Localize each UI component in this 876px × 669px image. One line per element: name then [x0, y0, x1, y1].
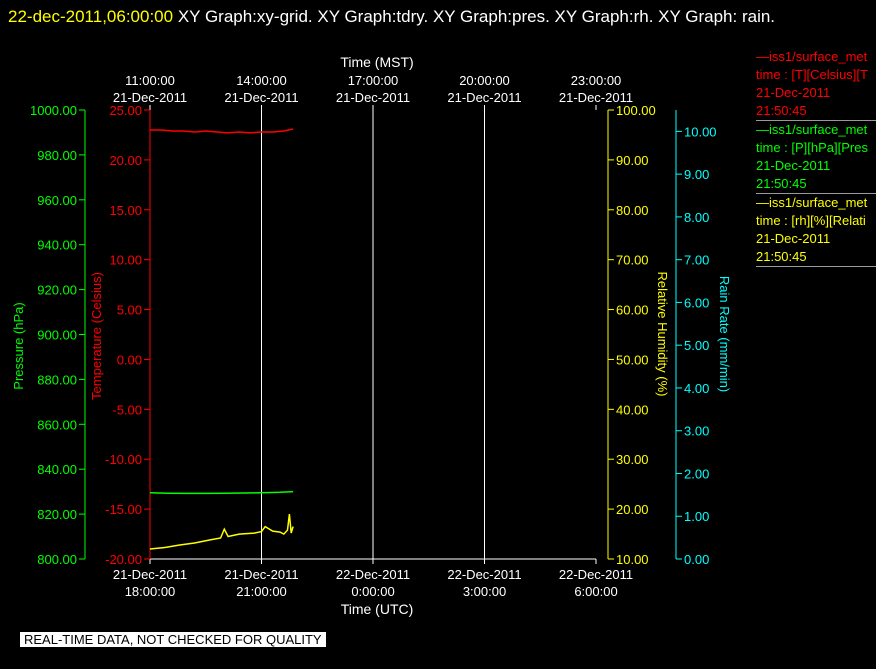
bottom-tick-date: 22-Dec-2011 — [447, 567, 521, 582]
rain-tick-label: 5.00 — [684, 338, 709, 353]
rain-tick-label: 10.00 — [684, 124, 717, 139]
pressure-tick-label: 1000.00 — [30, 103, 77, 118]
rain-tick-label: 3.00 — [684, 424, 709, 439]
legend-series-date: 21-Dec-2011 — [756, 85, 831, 100]
temperature-tick-label: -15.00 — [105, 502, 142, 517]
temperature-tick-label: -20.00 — [105, 552, 142, 567]
rain-axis-label: Rain Rate (mm/min) — [717, 276, 732, 392]
humidity-tick-label: 100.00 — [616, 103, 656, 118]
rain-tick-label: 0.00 — [684, 552, 709, 567]
bottom-tick-date: 21-Dec-2011 — [224, 567, 298, 582]
bottom-tick-time: 0:00:00 — [351, 584, 394, 599]
humidity-tick-label: 80.00 — [616, 203, 649, 218]
temperature-tick-label: 10.00 — [109, 253, 142, 268]
temperature-tick-label: -5.00 — [112, 402, 142, 417]
top-tick-time: 17:00:00 — [348, 73, 399, 88]
legend-series-time: 21:50:45 — [756, 103, 807, 118]
pressure-tick-label: 860.00 — [37, 417, 77, 432]
rain-tick-label: 1.00 — [684, 509, 709, 524]
axes: 21-Dec-2011 18:00:00 11:00:00 21-Dec-2011 21… — [30, 73, 717, 599]
legend: —iss1/surface_met time : [T][Celsius][T … — [756, 48, 876, 267]
rain-tick-label: 8.00 — [684, 210, 709, 225]
pressure-tick-label: 900.00 — [37, 328, 77, 343]
pressure-tick-label: 920.00 — [37, 283, 77, 298]
legend-series-variable: time : [T][Celsius][T — [756, 67, 868, 82]
top-tick-date: 21-Dec-2011 — [224, 90, 298, 105]
temperature-tick-label: 20.00 — [109, 153, 142, 168]
bottom-tick-time: 6:00:00 — [574, 584, 617, 599]
temperature-tick-label: 0.00 — [117, 352, 142, 367]
temperature-tick-label: 25.00 — [109, 103, 142, 118]
pressure-tick-label: 840.00 — [37, 462, 77, 477]
humidity-tick-label: 10.00 — [616, 552, 649, 567]
rain-tick-label: 9.00 — [684, 167, 709, 182]
humidity-tick-label: 30.00 — [616, 452, 649, 467]
temperature-tick-label: -10.00 — [105, 452, 142, 467]
humidity-tick-label: 20.00 — [616, 502, 649, 517]
top-tick-time: 14:00:00 — [236, 73, 287, 88]
top-axis-label: Time (MST) — [340, 54, 413, 70]
top-tick-date: 21-Dec-2011 — [559, 90, 633, 105]
humidity-tick-label: 60.00 — [616, 303, 649, 318]
top-tick-date: 21-Dec-2011 — [113, 90, 187, 105]
humidity-axis-label: Relative Humidity (%) — [655, 272, 670, 397]
legend-series-name: —iss1/surface_met — [756, 195, 868, 210]
series — [149, 128, 294, 550]
legend-series-date: 21-Dec-2011 — [756, 231, 831, 246]
header-datetime: 22-dec-2011,06:00:00 — [8, 7, 174, 26]
humidity-tick-label: 90.00 — [616, 153, 649, 168]
temperature-tick-label: 15.00 — [109, 203, 142, 218]
grid — [261, 110, 485, 559]
top-tick-time: 11:00:00 — [125, 73, 175, 88]
top-tick-date: 21-Dec-2011 — [336, 90, 410, 105]
humidity-tick-label: 50.00 — [616, 352, 649, 367]
top-tick-time: 20:00:00 — [459, 73, 510, 88]
quality-warning: REAL-TIME DATA, NOT CHECKED FOR QUALITY — [20, 632, 326, 647]
temperature-axis-label: Temperature (Celsius) — [89, 272, 104, 400]
legend-series-date: 21-Dec-2011 — [756, 158, 831, 173]
pressure-tick-label: 940.00 — [37, 238, 77, 253]
title-bar: 22-dec-2011,06:00:00 XY Graph:xy-grid. X… — [8, 2, 868, 31]
top-tick-time: 23:00:00 — [571, 73, 622, 88]
temperature-tick-label: 5.00 — [117, 303, 142, 318]
pressure-tick-label: 980.00 — [37, 148, 77, 163]
humidity-tick-label: 70.00 — [616, 253, 649, 268]
legend-series-variable: time : [P][hPa][Pres — [756, 140, 868, 155]
rain-tick-label: 4.00 — [684, 381, 709, 396]
bottom-tick-time: 21:00:00 — [236, 584, 287, 599]
rain-tick-label: 7.00 — [684, 253, 709, 268]
rh-series-line — [149, 514, 294, 550]
pressure-tick-label: 960.00 — [37, 193, 77, 208]
pres-series-line — [149, 490, 294, 495]
bottom-tick-time: 18:00:00 — [125, 584, 176, 599]
bottom-tick-date: 21-Dec-2011 — [113, 567, 187, 582]
tdry-series-line — [150, 128, 294, 134]
bottom-tick-time: 3:00:00 — [463, 584, 506, 599]
pressure-axis-label: Pressure (hPa) — [11, 302, 26, 389]
pressure-tick-label: 820.00 — [37, 507, 77, 522]
legend-series-time: 21:50:45 — [756, 249, 807, 264]
legend-series-variable: time : [rh][%][Relati — [756, 213, 866, 228]
legend-entry-pressure[interactable]: —iss1/surface_met time : [P][hPa][Pres 2… — [756, 121, 876, 194]
legend-entry-temperature[interactable]: —iss1/surface_met time : [T][Celsius][T … — [756, 48, 876, 121]
bottom-tick-date: 22-Dec-2011 — [559, 567, 633, 582]
legend-series-name: —iss1/surface_met — [756, 49, 868, 64]
legend-series-name: —iss1/surface_met — [756, 122, 868, 137]
humidity-tick-label: 40.00 — [616, 402, 649, 417]
legend-series-time: 21:50:45 — [756, 176, 807, 191]
rain-tick-label: 2.00 — [684, 466, 709, 481]
pressure-tick-label: 800.00 — [37, 552, 77, 567]
top-tick-date: 21-Dec-2011 — [447, 90, 521, 105]
pressure-tick-label: 880.00 — [37, 372, 77, 387]
legend-entry-humidity[interactable]: —iss1/surface_met time : [rh][%][Relati … — [756, 194, 876, 267]
bottom-axis-label: Time (UTC) — [341, 601, 414, 617]
rain-tick-label: 6.00 — [684, 295, 709, 310]
bottom-tick-date: 22-Dec-2011 — [336, 567, 410, 582]
header-graphs: XY Graph:xy-grid. XY Graph:tdry. XY Grap… — [177, 7, 776, 26]
